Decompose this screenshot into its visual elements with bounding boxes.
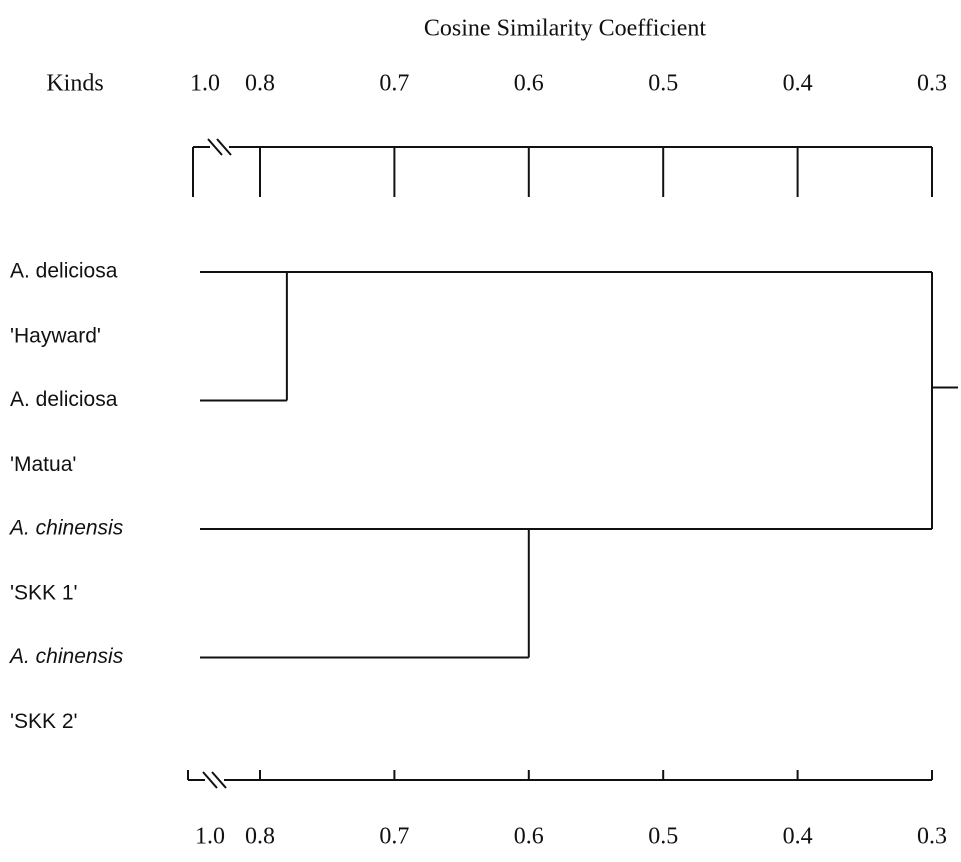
leaf-cultivar: 'SKK 2' <box>10 710 78 733</box>
x-tick-label: 0.6 <box>514 824 544 850</box>
axis-break <box>216 138 232 156</box>
x-tick-label: 1.0 <box>195 824 225 850</box>
x-tick-label: 0.8 <box>245 824 275 850</box>
axis-break <box>202 771 218 789</box>
x-tick-label: 0.7 <box>379 824 409 850</box>
leaf-name: A. chinensis <box>8 645 124 668</box>
leaf-header: Kinds <box>46 71 103 97</box>
x-tick-label: 0.4 <box>783 824 813 850</box>
leaf-name: A. chinensis <box>8 517 124 540</box>
x-tick-label: 0.8 <box>245 71 275 97</box>
leaf-cultivar: 'Hayward' <box>10 325 101 348</box>
x-tick-label: 0.5 <box>648 824 678 850</box>
leaf-cultivar: 'SKK 1' <box>10 582 78 605</box>
axis-break <box>211 771 227 789</box>
x-tick-label: 0.4 <box>783 71 813 97</box>
x-tick-label: 0.7 <box>379 71 409 97</box>
x-tick-label: 0.3 <box>917 71 947 97</box>
x-tick-label: 0.5 <box>648 71 678 97</box>
chart-title: Cosine Similarity Coefficient <box>424 16 707 42</box>
leaf-cultivar: 'Matua' <box>10 453 76 476</box>
x-tick-label: 0.3 <box>917 824 947 850</box>
leaf-name: A. deliciosa <box>10 388 118 411</box>
axis-break <box>207 138 223 156</box>
x-tick-label: 0.6 <box>514 71 544 97</box>
leaf-name: A. deliciosa <box>10 260 118 283</box>
x-tick-label: 1.0 <box>190 71 220 97</box>
